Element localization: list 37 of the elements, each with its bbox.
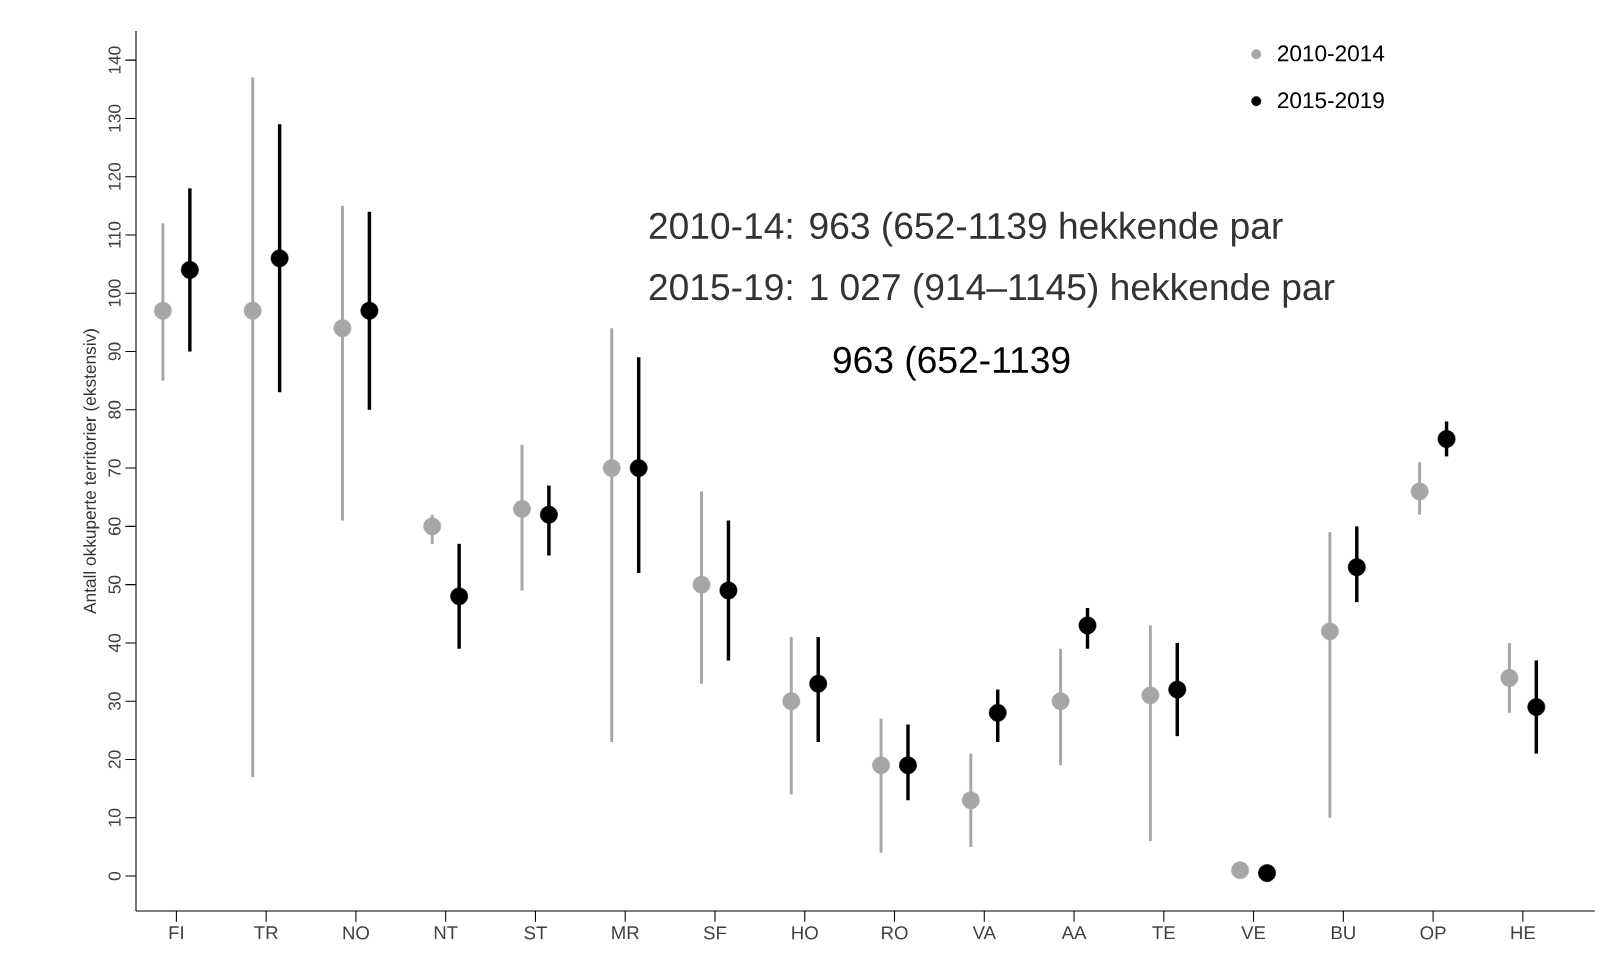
y-tick-label: 50 <box>108 575 121 594</box>
x-tick-label: AA <box>1061 926 1087 940</box>
y-tick-label: 80 <box>108 400 121 419</box>
y-tick-label: 10 <box>108 808 121 827</box>
annotation: 2010-14: 963 (652-1139 hekkende par <box>649 211 1283 247</box>
x-tick-label: RO <box>882 926 908 940</box>
y-tick-label: 90 <box>108 342 121 361</box>
x-tick-label: HO <box>792 926 818 940</box>
y-tick-label: 0 <box>108 871 121 881</box>
y-tick-label: 130 <box>108 104 121 132</box>
y-tick-label: 120 <box>108 162 121 190</box>
annotation: 2015-19: 1 027 (914–1145) hekkende par <box>649 273 1335 308</box>
y-axis-title: Antall okkuperte territorier (ekstensiv) <box>83 329 100 614</box>
x-tick-label: NT <box>434 926 458 940</box>
y-tick-label: 140 <box>108 46 121 74</box>
y-tick-label: 60 <box>108 517 121 536</box>
x-tick-label: MR <box>612 926 639 940</box>
y-tick-label: 110 <box>108 221 121 248</box>
x-tick-label: TR <box>254 926 278 940</box>
x-tick-label: HE <box>1511 926 1535 940</box>
y-tick-label: 70 <box>108 459 121 477</box>
annotation: 963 (652-1139 <box>833 345 1070 381</box>
y-tick-label: 100 <box>108 279 121 307</box>
y-tick-label: 30 <box>108 692 121 711</box>
legend-label: 2015-2019 <box>1278 92 1384 109</box>
legend-label: 2010-2014 <box>1278 45 1385 62</box>
x-tick-label: BU <box>1331 926 1355 940</box>
y-tick-label: 20 <box>108 750 121 769</box>
x-tick-label: NO <box>343 926 369 940</box>
x-tick-label: TE <box>1152 926 1175 940</box>
y-tick-label: 40 <box>108 633 121 653</box>
x-tick-label: VE <box>1241 926 1266 940</box>
x-tick-label: VA <box>972 926 996 940</box>
x-tick-label: OP <box>1420 926 1446 940</box>
x-tick-label: SF <box>703 926 727 940</box>
x-tick-label: FI <box>169 926 183 940</box>
x-tick-label: ST <box>524 926 547 940</box>
